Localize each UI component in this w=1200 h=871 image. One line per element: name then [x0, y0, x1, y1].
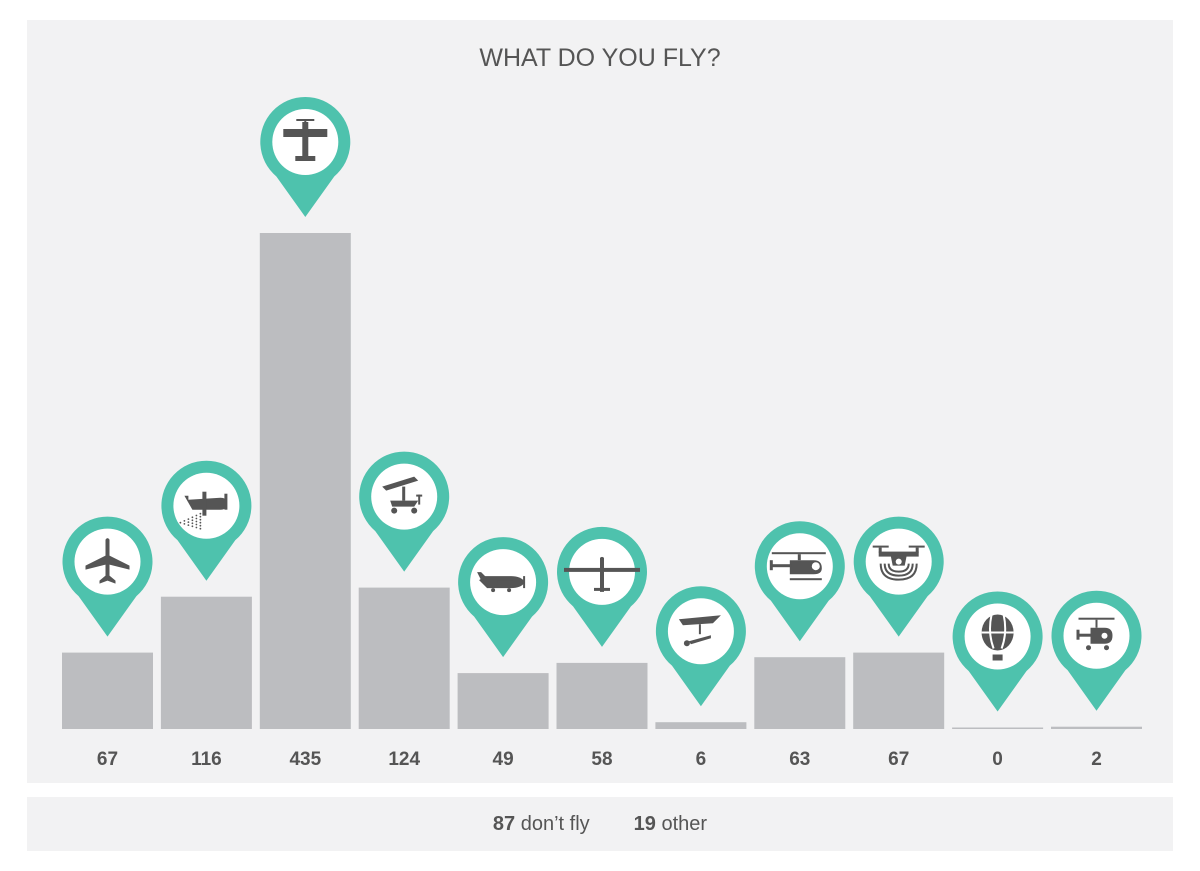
marker-pin-2: [161, 460, 252, 581]
dont-fly-stat: 87 don’t fly: [493, 813, 590, 836]
marker-pin-3: [260, 97, 351, 217]
helicopter-icon: [769, 552, 826, 581]
gyrocopter-icon: [1076, 617, 1115, 651]
bar-1: [62, 652, 153, 729]
value-label-5: 49: [493, 749, 514, 770]
value-label-10: 0: [992, 749, 1003, 770]
value-label-2: 116: [191, 749, 222, 770]
small-plane-icon: [283, 119, 328, 161]
marker-pin-8: [754, 521, 845, 642]
dont-fly-label: don’t fly: [520, 812, 590, 835]
value-label-3: 435: [289, 749, 321, 770]
marker-pin-7: [655, 586, 746, 707]
marker-pin-11: [1051, 590, 1142, 711]
bar-2: [160, 596, 252, 729]
bar-7: [655, 722, 747, 729]
trike-icon: [382, 476, 423, 514]
bar-5: [457, 673, 549, 729]
balloon-icon: [981, 614, 1014, 661]
value-label-8: 63: [789, 749, 810, 770]
bar-6: [556, 662, 648, 729]
other-label: other: [661, 812, 708, 835]
marker-pin-9: [853, 516, 944, 637]
value-label-6: 58: [591, 749, 612, 770]
bar-3: [259, 233, 351, 729]
value-label-4: 124: [388, 749, 420, 770]
value-label-11: 2: [1091, 749, 1102, 770]
dont-fly-count: 87: [492, 812, 516, 835]
bar-9: [853, 652, 945, 729]
light-plane-icon: [477, 572, 526, 593]
drone-icon: [872, 545, 925, 581]
bar-11: [1051, 726, 1142, 729]
value-label-1: 67: [97, 749, 118, 770]
marker-pin-5: [458, 537, 549, 658]
other-count: 19: [633, 812, 656, 835]
marker-pin-1: [62, 516, 153, 637]
marker-pin-4: [359, 451, 450, 572]
airliner-icon: [85, 538, 130, 584]
bar-8: [754, 657, 846, 729]
value-label-9: 67: [888, 749, 909, 770]
footer-summary: 87 don’t fly 19 other: [27, 797, 1173, 851]
chart-title: WHAT DO YOU FLY?: [479, 44, 720, 72]
bar-4: [358, 587, 450, 729]
glider-icon: [564, 556, 640, 592]
hang-glider-icon: [678, 615, 721, 647]
value-label-7: 6: [696, 749, 707, 770]
marker-pin-10: [952, 591, 1043, 712]
marker-pin-6: [557, 526, 647, 647]
other-stat: 19 other: [634, 813, 707, 836]
crop-duster-icon: [179, 491, 228, 530]
bar-10: [952, 727, 1044, 729]
